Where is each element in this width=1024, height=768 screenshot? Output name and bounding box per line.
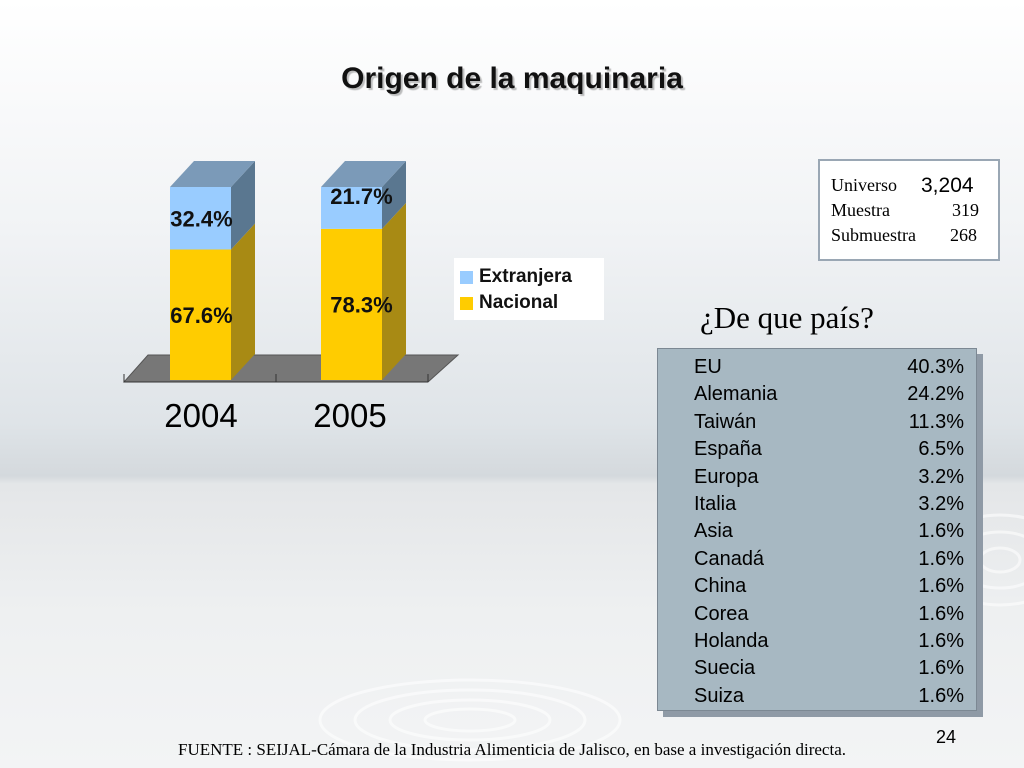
chart-legend: Extranjera Nacional <box>454 258 604 320</box>
bar-side-nacional-2004 <box>231 223 255 380</box>
stat-value: 268 <box>950 225 977 245</box>
country-name: Europa <box>694 465 759 488</box>
legend-item-extranjera: Extranjera <box>460 264 604 290</box>
bar-top-extranjera-2005 <box>321 161 406 187</box>
chart-segment-labels: 67.6% 32.4% 78.3% 21.7% <box>170 184 392 328</box>
country-percent: 24.2% <box>907 383 964 406</box>
country-name: Suiza <box>694 684 745 707</box>
country-row: Alemania 24.2% <box>694 381 964 408</box>
country-row: Corea 1.6% <box>694 601 964 628</box>
data-label-extranjera-2005: 21.7% <box>330 184 392 209</box>
country-row: China 1.6% <box>694 573 964 600</box>
country-name: EU <box>694 356 722 378</box>
data-label-extranjera-2004: 32.4% <box>170 206 232 231</box>
stat-row-muestra: Muestra 319 <box>831 198 998 223</box>
bar-side-nacional-2005 <box>382 202 406 380</box>
stat-row-submuestra: Submuestra 268 <box>831 223 998 248</box>
country-row: Taiwán 11.3% <box>694 409 964 436</box>
legend-item-nacional: Nacional <box>460 290 604 316</box>
bar-extranjera-2005 <box>321 187 382 229</box>
country-row: Europa 3.2% <box>694 464 964 491</box>
page-number: 24 <box>936 727 957 747</box>
country-name: Asia <box>694 520 733 543</box>
country-name: China <box>694 575 747 598</box>
country-name: Taiwán <box>694 410 757 433</box>
stat-label: Muestra <box>831 200 890 220</box>
country-percent: 6.5% <box>918 438 964 461</box>
countries-question: ¿De que país? <box>700 300 874 335</box>
x-tick-2005: 2005 <box>313 397 386 434</box>
country-percent: 1.6% <box>918 575 964 598</box>
bar-extranjera-2004 <box>170 187 231 250</box>
legend-swatch-nacional <box>460 296 473 310</box>
sample-stats-box: Universo 3,204 Muestra 319 Submuestra 26… <box>818 159 1000 261</box>
stat-label: Submuestra <box>831 225 916 245</box>
bar-nacional-2004 <box>170 249 231 380</box>
bar-top-extranjera-2004 <box>170 161 255 187</box>
country-percent: 3.2% <box>918 465 964 488</box>
countries-table: EU 40.3% Alemania 24.2% Taiwán 11.3% España 6.5… <box>657 348 977 711</box>
legend-swatch-extranjera <box>460 270 473 284</box>
stacked-bar-chart: 67.6% 32.4% 78.3% 21.7% 2004 2005 <box>122 161 460 434</box>
country-name: Suecia <box>694 657 756 680</box>
bar-side-extranjera-2004 <box>231 161 255 250</box>
country-row: Suecia 1.6% <box>694 655 964 682</box>
chart-bars <box>170 161 406 380</box>
stat-value: 3,204 <box>921 174 974 197</box>
country-row: España 6.5% <box>694 436 964 463</box>
country-percent: 1.6% <box>918 547 964 570</box>
stat-label: Universo <box>831 175 897 195</box>
bar-nacional-2005 <box>321 228 382 380</box>
stat-value: 319 <box>952 200 979 220</box>
country-row: Asia 1.6% <box>694 518 964 545</box>
country-name: Canadá <box>694 547 765 570</box>
country-name: España <box>694 438 762 461</box>
country-percent: 1.6% <box>918 520 964 543</box>
country-row: EU 40.3% <box>694 354 964 381</box>
country-percent: 1.6% <box>918 684 964 707</box>
country-name: Alemania <box>694 383 778 406</box>
source-footnote: FUENTE : SEIJAL-Cámara de la Industria A… <box>178 740 846 759</box>
country-row: Italia 3.2% <box>694 491 964 518</box>
country-row: Holanda 1.6% <box>694 628 964 655</box>
country-percent: 1.6% <box>918 657 964 680</box>
x-tick-2004: 2004 <box>164 397 237 434</box>
country-name: Italia <box>694 492 737 515</box>
country-percent: 1.6% <box>918 602 964 625</box>
stat-row-universo: Universo 3,204 <box>831 173 998 198</box>
bar-side-extranjera-2005 <box>382 161 406 229</box>
country-name: Holanda <box>694 629 769 652</box>
data-label-nacional-2005: 78.3% <box>330 292 392 317</box>
data-label-nacional-2004: 67.6% <box>170 303 232 328</box>
country-percent: 11.3% <box>908 410 964 433</box>
country-percent: 1.6% <box>918 629 964 652</box>
country-row: Suiza 1.6% <box>694 683 964 710</box>
country-percent: 40.3% <box>907 356 964 378</box>
slide-title: Origen de la maquinaria <box>341 62 683 95</box>
legend-label-nacional: Nacional <box>479 292 559 313</box>
country-row: Canadá 1.6% <box>694 546 964 573</box>
country-name: Corea <box>694 602 749 625</box>
country-percent: 3.2% <box>918 492 964 515</box>
legend-label-extranjera: Extranjera <box>479 266 572 287</box>
